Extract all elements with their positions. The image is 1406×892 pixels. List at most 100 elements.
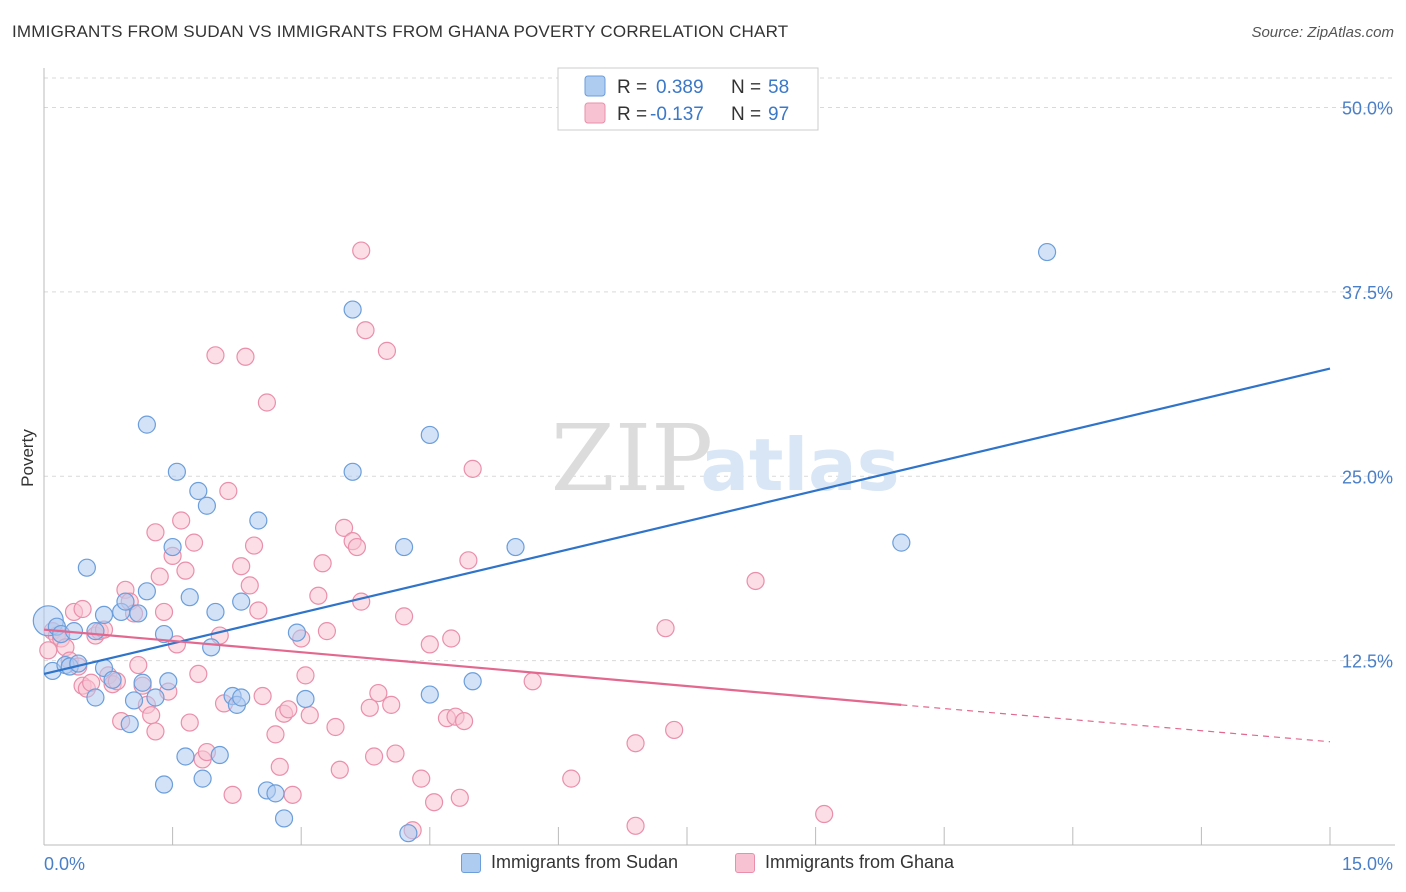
x-tick-label: 0.0% (44, 854, 85, 874)
ghana-point (253, 686, 272, 706)
ghana-point (184, 533, 204, 552)
sudan-trend-line (43, 367, 1331, 675)
bottom-legend-swatch-ghana (735, 852, 755, 873)
ghana-point (154, 602, 174, 622)
sudan-point (137, 415, 156, 434)
sudan-point (232, 688, 251, 707)
sudan-point (163, 537, 182, 557)
ghana-point (257, 393, 277, 412)
ghana-point (360, 698, 379, 717)
ghana-point (562, 769, 581, 788)
sudan-point (137, 582, 156, 601)
ghana-point (454, 711, 474, 731)
sudan-point (193, 769, 212, 788)
ghana-point (450, 788, 469, 807)
legend-n-value-ghana: 97 (768, 104, 789, 125)
ghana-point (317, 622, 337, 641)
ghana-point (665, 720, 684, 740)
sudan-point (274, 809, 294, 828)
legend-n-value-sudan: 58 (768, 77, 789, 98)
y-tick-label: 37.5% (1342, 283, 1393, 303)
ghana-point (129, 655, 148, 675)
sudan-point (154, 775, 174, 794)
ghana-point (364, 747, 384, 766)
sudan-point (420, 425, 439, 445)
ghana-point (334, 518, 354, 537)
sudan-point (124, 691, 144, 710)
x-tick-label: 15.0% (1342, 854, 1393, 874)
sudan-point (463, 672, 482, 691)
sudan-point (394, 537, 414, 557)
ghana-point (172, 511, 191, 530)
axes (43, 68, 1395, 846)
sudan-point (167, 462, 186, 481)
sudan-point (197, 496, 216, 515)
source-label: Source: ZipAtlas.com (1251, 24, 1394, 41)
ghana-point (626, 734, 645, 753)
sudan-point (287, 623, 307, 642)
bottom-legend: Immigrants from Sudan Immigrants from Gh… (0, 850, 1406, 880)
watermark-zip: ZIP (551, 405, 713, 512)
sudan-points (32, 242, 1057, 843)
ghana-point (223, 785, 242, 804)
ghana-point (150, 567, 169, 586)
sudan-point (399, 824, 418, 843)
sudan-point (159, 672, 178, 691)
ghana-point (236, 347, 255, 366)
ghana-point (394, 607, 414, 626)
sudan-point (176, 747, 195, 766)
sudan-point (129, 604, 148, 623)
ghana-point (459, 551, 478, 570)
sudan-point (210, 745, 229, 765)
chart-title: IMMIGRANTS FROM SUDAN VS IMMIGRANTS FROM… (12, 22, 789, 41)
bottom-legend-swatch-sudan (461, 852, 481, 873)
legend-n-label-ghana: N = (731, 104, 761, 125)
sudan-point (154, 624, 174, 644)
ghana-points (39, 241, 834, 840)
ghana-point (232, 557, 251, 576)
sudan-point (506, 537, 525, 557)
sudan-point (180, 588, 199, 607)
sudan-point (116, 592, 135, 611)
ghana-point (146, 722, 165, 741)
ghana-point (656, 619, 675, 638)
ghana-point (206, 346, 225, 365)
sudan-point (343, 300, 362, 319)
sudan-point (77, 558, 96, 577)
ghana-point (382, 695, 401, 714)
legend-box: R = 0.389 N = 58 R = -0.137 N = 97 (557, 67, 819, 131)
sudan-point (120, 714, 139, 734)
y-axis-label: Poverty (18, 429, 37, 487)
ghana-point (523, 672, 542, 691)
ghana-point (283, 785, 302, 804)
legend-r-label-ghana: R = (617, 104, 647, 125)
ghana-point (386, 744, 405, 763)
ghana-point (180, 713, 199, 732)
sudan-point (189, 481, 208, 501)
ghana-point (420, 635, 439, 654)
ghana-point (279, 700, 298, 719)
sudan-point (892, 533, 911, 552)
sudan-point (86, 688, 105, 707)
ghana-trend-line (43, 628, 902, 706)
ghana-point (442, 629, 461, 648)
watermark: ZIP atlas (551, 405, 900, 512)
sudan-point (94, 605, 114, 625)
bottom-legend-sudan: Immigrants from Sudan (461, 852, 678, 873)
ghana-point (746, 571, 765, 591)
ghana-point (270, 757, 289, 776)
ghana-point (352, 241, 371, 260)
sudan-point (296, 689, 315, 709)
watermark-atlas: atlas (700, 423, 899, 507)
ghana-point (249, 601, 268, 620)
bottom-legend-label-sudan: Immigrants from Sudan (491, 852, 679, 872)
ghana-point (347, 537, 367, 557)
ghana-point (313, 554, 332, 573)
sudan-point (206, 602, 225, 622)
ghana-point (424, 793, 444, 812)
sudan-point (133, 673, 152, 692)
ghana-point (146, 523, 165, 542)
ghana-point (240, 576, 259, 595)
ghana-point (463, 459, 482, 478)
